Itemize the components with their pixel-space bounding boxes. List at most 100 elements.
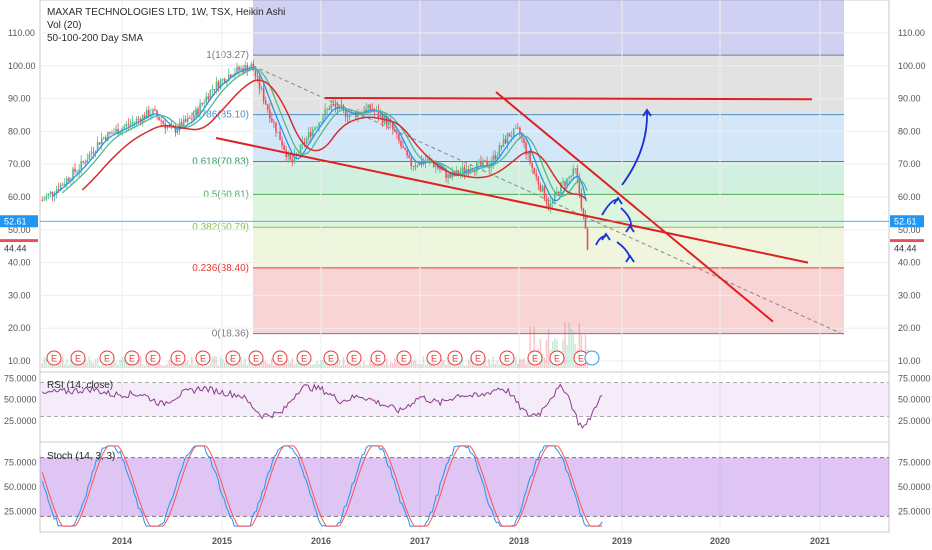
earnings-badge[interactable] <box>248 350 264 366</box>
candle <box>41 200 44 202</box>
candle <box>312 129 314 137</box>
candle <box>385 116 388 126</box>
earnings-badge[interactable] <box>70 350 86 366</box>
candle <box>484 160 486 162</box>
volume-bar <box>209 362 212 368</box>
earnings-badge[interactable] <box>225 350 241 366</box>
year-label: 2019 <box>612 536 632 546</box>
candle <box>387 120 390 126</box>
earnings-badge[interactable] <box>99 350 115 366</box>
price-tick-right: 10.00 <box>898 356 921 366</box>
arrow-head <box>601 232 611 241</box>
trendlines[interactable] <box>215 65 845 336</box>
earnings-badge[interactable] <box>195 350 211 366</box>
volume-bar <box>547 329 550 368</box>
volume-bar <box>408 362 410 368</box>
volume-bar <box>166 363 169 368</box>
volume-bar <box>447 357 449 368</box>
candle <box>236 66 238 74</box>
candle <box>330 104 333 110</box>
candle <box>406 149 408 156</box>
candle <box>254 70 257 77</box>
candle <box>535 173 538 178</box>
year-label: 2021 <box>810 536 830 546</box>
rsi-label: RSI (14, close) <box>47 380 114 391</box>
projection-arrows[interactable] <box>595 108 652 263</box>
volume-bar <box>422 356 425 368</box>
candle <box>145 110 148 119</box>
candle <box>492 155 495 163</box>
volume-bar <box>141 364 144 368</box>
volume-bar <box>260 358 263 368</box>
volume-bar <box>463 365 466 368</box>
earnings-badge[interactable] <box>499 350 515 366</box>
volume-bar <box>484 356 486 368</box>
candle <box>72 168 74 180</box>
candle <box>182 119 185 128</box>
candle <box>541 186 544 192</box>
candle <box>283 145 285 151</box>
earnings-badge[interactable] <box>296 350 312 366</box>
sma-100-line <box>61 68 588 197</box>
earnings-badge[interactable] <box>145 350 161 366</box>
earnings-badge[interactable] <box>346 350 362 366</box>
candle <box>400 140 402 147</box>
volume-bar <box>568 322 570 368</box>
candle <box>135 118 138 122</box>
price-tick-right: 50.00 <box>898 225 921 235</box>
earnings-badge[interactable] <box>470 350 486 366</box>
candle <box>478 161 480 163</box>
volume-bar <box>189 364 191 368</box>
candle <box>426 159 429 162</box>
volume-bar <box>426 357 429 368</box>
candle <box>184 119 187 122</box>
volume-bar <box>318 364 320 368</box>
earnings-badge[interactable] <box>124 350 140 366</box>
volume-bar <box>510 360 513 368</box>
earnings-badge-label: E <box>253 354 259 364</box>
volume-bar <box>517 363 519 368</box>
volume-bar <box>76 364 78 368</box>
candle <box>195 108 197 116</box>
earnings-badge-label: E <box>150 354 156 364</box>
price-marker-right-label: 44.44 <box>894 244 917 254</box>
candle <box>461 167 464 173</box>
earnings-badge[interactable] <box>447 350 463 366</box>
candle <box>277 131 279 133</box>
candle <box>348 114 351 118</box>
earnings-badge[interactable] <box>426 350 442 366</box>
volume-bar <box>215 356 218 368</box>
volume-bar <box>199 365 201 368</box>
volume-bar <box>193 365 195 368</box>
candle <box>558 191 560 194</box>
volume-bar <box>543 357 546 368</box>
earnings-badge[interactable] <box>170 350 186 366</box>
volume-bar <box>57 363 60 368</box>
candle <box>539 184 542 192</box>
earnings-badge[interactable] <box>323 350 339 366</box>
rsi-tick-left: 75.0000 <box>4 373 37 383</box>
candle <box>203 102 205 104</box>
candle <box>189 117 191 119</box>
earnings-badge[interactable] <box>272 350 288 366</box>
volume-bar <box>566 345 568 368</box>
candle <box>201 103 203 105</box>
candle <box>199 103 201 114</box>
earnings-badge[interactable] <box>370 350 386 366</box>
volume-bar <box>203 363 205 368</box>
volume-bar <box>461 358 464 368</box>
earnings-badge[interactable] <box>396 350 412 366</box>
earnings-badge-label: E <box>401 354 407 364</box>
candle <box>281 140 283 146</box>
candle <box>209 90 212 100</box>
volume-bar <box>285 359 287 368</box>
candle <box>324 109 326 118</box>
earnings-badge[interactable] <box>527 350 543 366</box>
volume-bar <box>443 359 445 368</box>
candle <box>197 108 199 114</box>
earnings-badge[interactable] <box>549 350 565 366</box>
earnings-badge[interactable] <box>46 350 62 366</box>
volume-bar <box>100 364 103 368</box>
